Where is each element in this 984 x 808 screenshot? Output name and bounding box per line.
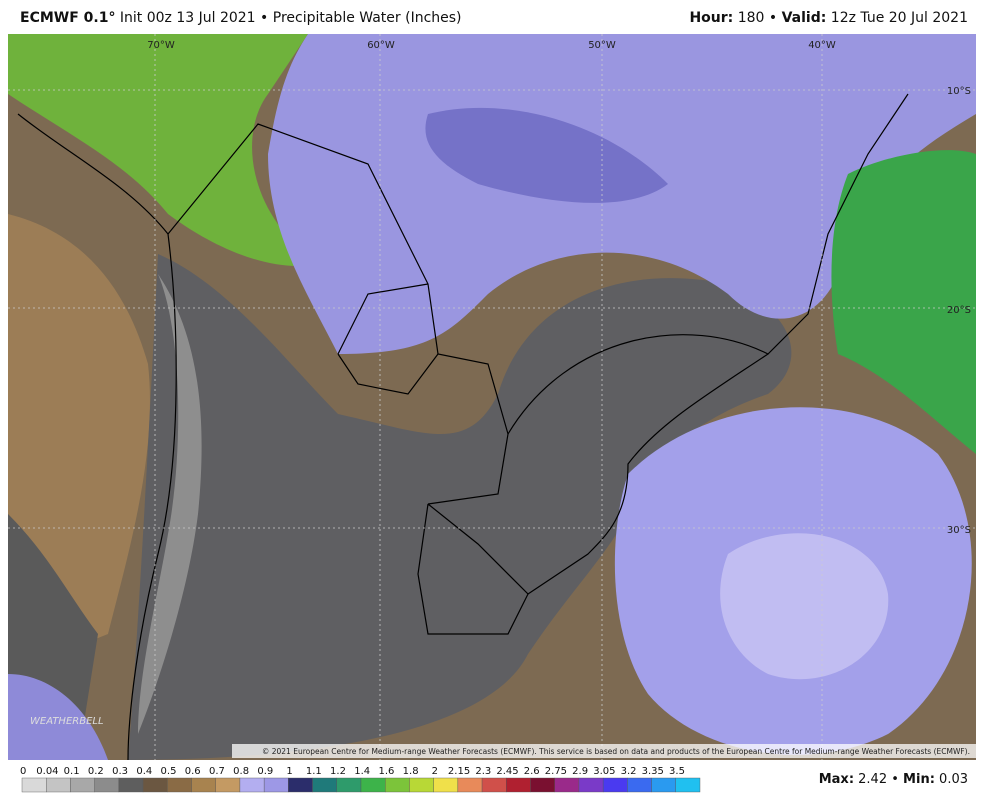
colorbar-label: 1.6 <box>378 766 394 777</box>
colorbar-swatch <box>70 777 95 793</box>
colorbar-label: 2.45 <box>496 766 518 777</box>
hour: 180 • <box>737 10 778 26</box>
logo: WEATHERBELL <box>30 716 104 727</box>
colorbar-label: 1.2 <box>330 766 346 777</box>
lat-label: 20°S <box>947 305 971 316</box>
credit: © 2021 European Centre for Medium-range … <box>262 747 970 756</box>
colorbar-label: 2.9 <box>572 766 588 777</box>
lon-label: 70°W <box>147 40 175 51</box>
colorbar: 0 0.04 0.1 0.2 0.3 0.4 0.5 0.6 0.7 0.8 0.9 1 1.1 1.2 1… <box>20 766 701 793</box>
colorbar-swatch <box>239 777 265 793</box>
colorbar-swatch <box>191 777 216 793</box>
colorbar-swatch <box>94 777 120 793</box>
colorbar-swatch <box>530 777 555 793</box>
header-right: Hour: 180 • Valid: 12z Tue 20 Jul 2021 <box>689 10 968 26</box>
description: Init 00z 13 Jul 2021 • Precipitable Wate… <box>119 10 462 26</box>
colorbar-label: 1 <box>286 766 292 777</box>
min-label: Min: <box>903 772 935 787</box>
colorbar-swatch <box>506 777 531 793</box>
border <box>17 113 177 760</box>
max: 2.42 • <box>858 772 899 787</box>
colorbar-swatch <box>360 777 386 793</box>
colorbar-label: 0.2 <box>88 766 104 777</box>
field-green <box>8 34 318 266</box>
max-label: Max: <box>818 772 855 787</box>
colorbar-label: 0.3 <box>112 766 128 777</box>
colorbar-swatch <box>409 777 434 793</box>
colorbar-label: 2.75 <box>545 766 567 777</box>
colorbar-swatch <box>21 777 47 793</box>
colorbar-label: 3.35 <box>642 766 664 777</box>
colorbar-label: 0.7 <box>209 766 225 777</box>
header-left: ECMWF 0.1° Init 00z 13 Jul 2021 • Precip… <box>20 10 462 26</box>
colorbar-label: 0.4 <box>136 766 152 777</box>
border <box>337 283 439 395</box>
valid: 12z Tue 20 Jul 2021 <box>830 10 968 26</box>
colorbar-swatch <box>46 777 71 793</box>
min: 0.03 <box>939 772 968 787</box>
colorbar-swatch <box>142 777 168 793</box>
colorbar-label: 1.4 <box>354 766 370 777</box>
field-purple-dark <box>425 107 668 203</box>
colorbar-label: 3.2 <box>621 766 637 777</box>
map: 70°W 60°W 50°W 40°W 10°S 20°S 30°S WEATH… <box>8 34 976 760</box>
colorbar-swatch <box>288 777 313 793</box>
colorbar-swatch <box>118 777 144 793</box>
stats: Max: 2.42 • Min: 0.03 <box>819 772 968 787</box>
field-light-gray <box>138 274 202 734</box>
lat-label: 30°S <box>947 525 971 536</box>
colorbar-swatch <box>263 777 289 793</box>
valid-label: Valid: <box>781 10 827 26</box>
colorbar-swatch <box>385 777 410 793</box>
colorbar-label: 0.9 <box>257 766 273 777</box>
colorbar-swatch <box>481 777 507 793</box>
lat-labels: 10°S 20°S 30°S <box>947 86 971 536</box>
colorbar-swatch <box>215 777 241 793</box>
hour-label: Hour: <box>689 10 734 26</box>
colorbar-swatch <box>312 777 337 793</box>
colorbar-swatch <box>433 777 459 793</box>
colorbar-label: 0.6 <box>185 766 201 777</box>
field-dark-gray <box>128 254 792 760</box>
colorbar-label: 0.5 <box>161 766 177 777</box>
borders <box>17 93 909 760</box>
graticule <box>8 34 976 760</box>
field-swirl-core <box>720 533 889 680</box>
colorbar-label: 0 <box>20 766 26 777</box>
colorbar-label: 1.1 <box>306 766 322 777</box>
colorbar-swatch <box>627 777 652 793</box>
lon-label: 60°W <box>367 40 395 51</box>
lon-labels: 70°W 60°W 50°W 40°W <box>147 40 836 51</box>
colorbar-swatch <box>167 777 192 793</box>
colorbar-label: 3.5 <box>669 766 685 777</box>
colorbar-swatch <box>457 777 483 793</box>
border <box>417 503 529 635</box>
colorbar-label: 2 <box>432 766 438 777</box>
field-purple-sw <box>8 674 108 760</box>
colorbar-swatch <box>554 777 580 793</box>
colorbar-label: 2.15 <box>448 766 470 777</box>
border <box>527 353 769 595</box>
lon-label: 50°W <box>588 40 616 51</box>
colorbar-swatch <box>602 777 628 793</box>
colorbar-swatch <box>578 777 604 793</box>
credit-bg <box>232 744 976 758</box>
colorbar-label: 1.8 <box>403 766 419 777</box>
colorbar-swatch <box>336 777 362 793</box>
lon-label: 40°W <box>808 40 836 51</box>
model: ECMWF 0.1° <box>20 10 116 26</box>
colorbar-label: 0.8 <box>233 766 249 777</box>
lat-label: 10°S <box>947 86 971 97</box>
colorbar-label: 2.3 <box>475 766 491 777</box>
colorbar-label: 2.6 <box>524 766 540 777</box>
colorbar-swatch <box>651 777 676 793</box>
field-green-right <box>831 150 976 454</box>
colorbar-label: 3.05 <box>593 766 615 777</box>
colorbar-label: 0.04 <box>36 766 58 777</box>
colorbar-swatch <box>675 777 701 793</box>
colorbar-label: 0.1 <box>64 766 80 777</box>
